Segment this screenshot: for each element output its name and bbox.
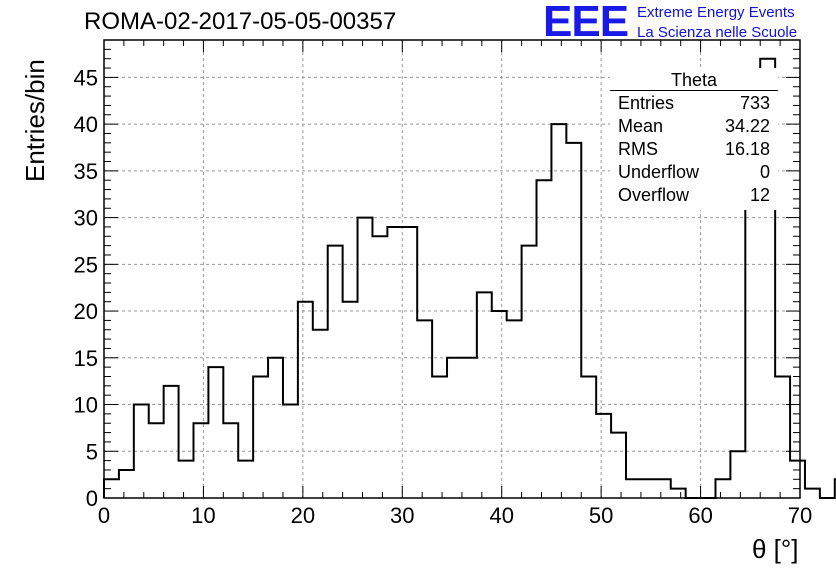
y-tick-label: 35: [74, 159, 98, 184]
stats-key: Overflow: [618, 185, 690, 205]
histogram-bar: [387, 227, 402, 498]
y-tick-label: 25: [74, 252, 98, 277]
stats-divider: [610, 90, 778, 91]
histogram-bar: [164, 386, 179, 498]
stats-row-mean: Mean 34.22: [618, 116, 770, 138]
stats-value: 12: [749, 185, 770, 205]
histogram-bar: [522, 246, 537, 498]
histogram-bar: [596, 414, 611, 498]
stats-row-underflow: Underflow 0: [618, 162, 770, 184]
stats-key: Entries: [618, 93, 675, 113]
y-tick-label: 10: [74, 393, 98, 418]
histogram-bar: [566, 143, 581, 498]
y-tick-label: 5: [86, 439, 98, 464]
histogram-bar: [507, 320, 522, 498]
histogram-bar: [372, 236, 387, 498]
histogram-bar: [656, 479, 671, 498]
logo-text-line2: La Scienza nelle Scuole: [637, 24, 798, 41]
x-axis-label: θ [°]: [752, 534, 799, 564]
x-tick-label: 30: [390, 503, 414, 528]
histogram-bar: [119, 470, 134, 498]
y-tick-label: 15: [74, 346, 98, 371]
histogram-bar: [193, 423, 208, 498]
y-tick-label: 40: [74, 112, 98, 137]
histogram-bar: [715, 479, 730, 498]
x-tick-label: 40: [489, 503, 513, 528]
histogram-bar: [268, 358, 283, 498]
y-tick-label: 45: [74, 65, 98, 90]
histogram-bar: [537, 180, 552, 498]
histogram-bar: [313, 330, 328, 498]
histogram-bar: [208, 367, 223, 498]
logo-mark: EEE: [543, 0, 629, 46]
y-axis-label: Entries/bin: [20, 59, 50, 182]
histogram-bar: [417, 320, 432, 498]
stats-value: 16.18: [724, 139, 770, 159]
histogram-bar: [238, 461, 253, 498]
y-tick-label: 20: [74, 299, 98, 324]
histogram-bar: [775, 376, 790, 498]
histogram-bar: [328, 246, 343, 498]
y-tick-label: 0: [86, 486, 98, 511]
histogram-bar: [477, 292, 492, 498]
histogram-outline: [103, 57, 836, 499]
plot-frame: [103, 39, 801, 499]
stats-key: Underflow: [618, 162, 700, 182]
histogram-bar: [402, 227, 417, 498]
histogram-bar: [551, 124, 566, 498]
histogram-bar: [730, 451, 745, 498]
histogram-bar: [179, 461, 194, 498]
stats-key: Mean: [618, 116, 664, 136]
histogram-bar: [447, 358, 462, 498]
x-tick-label: 10: [191, 503, 215, 528]
histogram-bar: [581, 376, 596, 498]
stats-box: Theta Entries 733 Mean 34.22 RMS 16.18 U…: [610, 68, 778, 210]
x-tick-label: 50: [589, 503, 613, 528]
histogram-bar: [641, 479, 656, 498]
histogram-bar: [298, 302, 313, 498]
x-tick-label: 20: [291, 503, 315, 528]
y-tick-label: 30: [74, 206, 98, 231]
stats-value: 34.22: [724, 116, 770, 136]
histogram-bar: [462, 358, 477, 498]
histogram-bar: [149, 423, 164, 498]
stats-key: RMS: [618, 139, 658, 159]
stats-title: Theta: [670, 70, 718, 90]
stats-row-overflow: Overflow 12: [618, 185, 770, 207]
histogram-bar: [253, 376, 268, 498]
histogram-bar: [671, 489, 686, 498]
stats-value: 733: [739, 93, 770, 113]
logo-text-line1: Extreme Energy Events: [637, 4, 795, 21]
x-tick-label: 60: [688, 503, 712, 528]
histogram-bar: [223, 423, 238, 498]
histogram-bar: [343, 302, 358, 498]
chart-title: ROMA-02-2017-05-05-00357: [84, 8, 397, 35]
x-tick-label: 0: [98, 503, 110, 528]
histogram-bar: [432, 376, 447, 498]
histogram-bar: [611, 433, 626, 498]
stats-value: 0: [759, 162, 770, 182]
stats-row-rms: RMS 16.18: [618, 139, 770, 161]
histogram-bar: [805, 489, 820, 498]
stats-row-entries: Entries 733: [618, 93, 770, 115]
histogram-bar: [626, 479, 641, 498]
x-tick-label: 70: [788, 503, 812, 528]
histogram-bar: [745, 162, 760, 498]
